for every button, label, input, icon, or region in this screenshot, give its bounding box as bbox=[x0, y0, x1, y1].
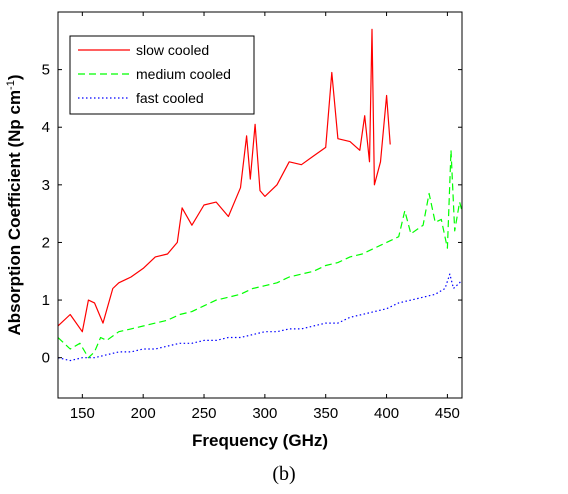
y-tick-label: 3 bbox=[42, 177, 50, 194]
x-tick-label: 200 bbox=[131, 405, 156, 422]
series-lines bbox=[58, 28, 462, 362]
x-tick-label: 400 bbox=[374, 405, 399, 422]
figure-caption: (b) bbox=[272, 463, 295, 485]
y-axis-label: Absorption Coefficient (Np cm-1) bbox=[5, 74, 24, 335]
y-tick-label: 2 bbox=[42, 234, 50, 251]
y-tick-label: 5 bbox=[42, 62, 50, 79]
legend-label: fast cooled bbox=[136, 90, 204, 106]
x-tick-label: 150 bbox=[70, 405, 95, 422]
y-tick-label: 0 bbox=[42, 350, 50, 367]
plot-frame bbox=[57, 11, 463, 399]
y-tick-label: 1 bbox=[42, 292, 50, 309]
series-line-slow-cooled bbox=[58, 28, 391, 333]
x-axis-ticks: 150 200 250 300 350 400 450 bbox=[70, 12, 460, 422]
series-line-medium-cooled bbox=[58, 149, 462, 359]
legend: slow cooled medium cooled fast cooled bbox=[69, 35, 255, 115]
y-axis-label-close: ) bbox=[5, 74, 24, 80]
y-axis-ticks: 0 1 2 3 4 5 bbox=[42, 62, 462, 367]
legend-label: slow cooled bbox=[136, 42, 209, 58]
y-tick-label: 4 bbox=[42, 119, 50, 136]
legend-box bbox=[69, 35, 255, 115]
x-tick-label: 300 bbox=[252, 405, 277, 422]
y-axis-label-superscript: -1 bbox=[5, 80, 17, 90]
x-tick-label: 350 bbox=[313, 405, 338, 422]
y-axis-label-main: Absorption Coefficient (Np cm bbox=[5, 90, 24, 336]
x-tick-label: 250 bbox=[192, 405, 217, 422]
series-line-fast-cooled bbox=[58, 273, 462, 362]
x-tick-label: 450 bbox=[435, 405, 460, 422]
legend-label: medium cooled bbox=[136, 66, 231, 82]
x-axis-label: Frequency (GHz) bbox=[192, 431, 328, 450]
